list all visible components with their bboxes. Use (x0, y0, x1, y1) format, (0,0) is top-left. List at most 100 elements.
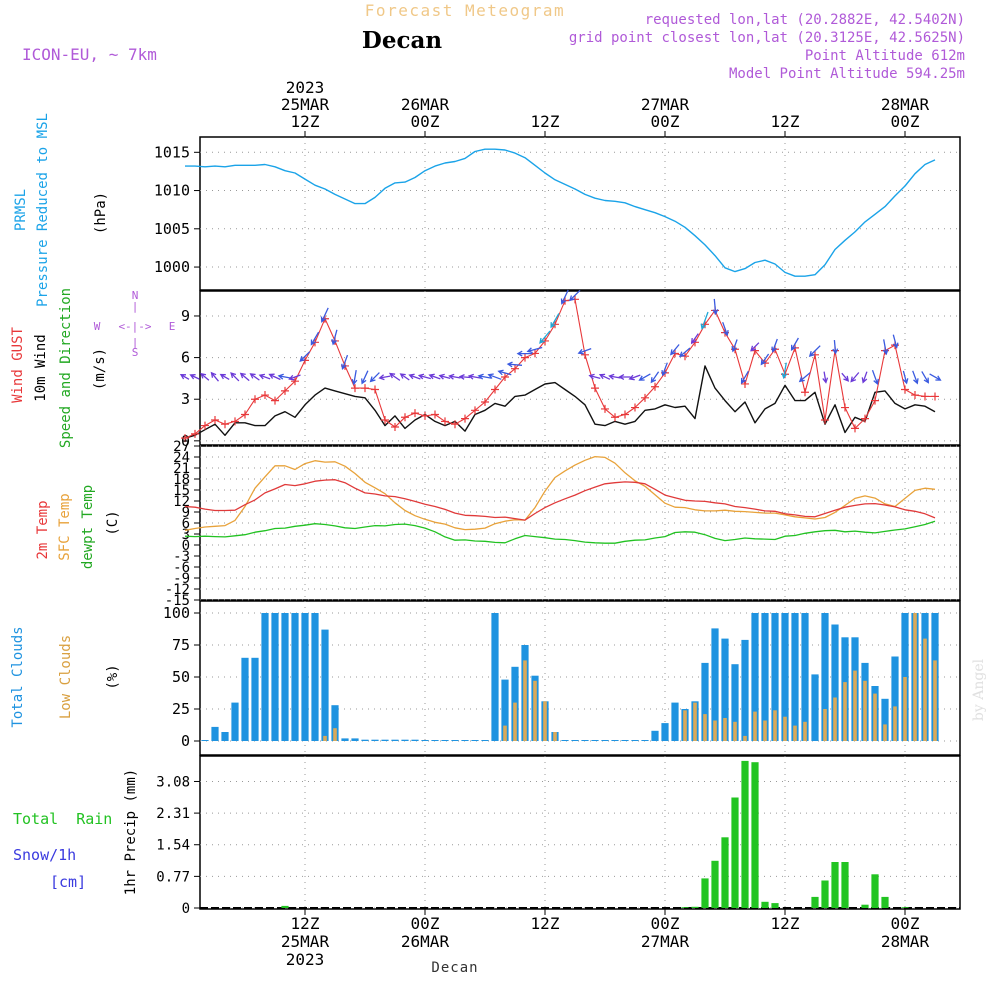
low-cloud-bar (533, 680, 537, 741)
wind-direction-arrow (850, 372, 860, 383)
wind-direction-arrow (670, 344, 680, 356)
low-cloud-bar (753, 711, 757, 741)
rain-bar (701, 878, 709, 908)
gust-marker (591, 384, 599, 393)
gust-marker (921, 392, 929, 401)
precip-unit: 1hr Precip (mm) (123, 769, 139, 895)
temp-ytick-label: 24 (173, 450, 190, 466)
gust-marker (211, 416, 219, 425)
total-cloud-bar (251, 657, 259, 741)
temp-2m-line (184, 479, 936, 521)
clouds-label-low: Low Clouds (58, 635, 74, 719)
total-cloud-bar (651, 730, 659, 741)
wind-direction-arrow (608, 373, 621, 380)
wind-unit: (m/s) (92, 348, 108, 390)
low-cloud-bar (873, 693, 877, 741)
gust-marker (911, 391, 919, 400)
wind-frame (199, 290, 961, 446)
wind-direction-arrow (661, 362, 668, 377)
wind-panel-labels: Wind GUST 10m Wind Speed and Direction (… (10, 288, 175, 448)
low-cloud-bar (693, 702, 697, 741)
gust-marker (641, 393, 649, 402)
wind-direction-arrow (892, 334, 899, 349)
low-cloud-bar (923, 638, 927, 741)
total-cloud-bar (671, 702, 679, 741)
wind-direction-arrow (516, 350, 533, 357)
gust-marker (621, 410, 629, 419)
pressure-ytick-label: 1000 (154, 258, 190, 276)
total-cloud-bar (291, 613, 299, 741)
gust-marker (481, 397, 489, 406)
total-cloud-bar (621, 740, 629, 741)
wind-direction-arrow (361, 370, 369, 385)
gust-marker (401, 413, 409, 422)
low-cloud-bar (793, 725, 797, 741)
footer-station: Decan (431, 960, 478, 976)
temp-ytick-label: 21 (173, 461, 190, 477)
gust-marker (231, 417, 239, 426)
low-cloud-bar (863, 680, 867, 741)
low-cloud-bar (683, 710, 687, 741)
wind-direction-arrow (929, 373, 942, 381)
wind-direction-arrow (239, 372, 250, 382)
total-cloud-bar (221, 732, 229, 741)
wind-direction-arrow (539, 330, 551, 344)
header-point-altitude: Point Altitude 612m (805, 48, 965, 64)
total-cloud-bar (601, 740, 609, 741)
gust-marker (851, 424, 859, 433)
bottom-time-label: 27MAR (641, 932, 690, 951)
low-cloud-bar (733, 721, 737, 741)
gust-marker (931, 392, 939, 401)
wind-direction-arrow (731, 339, 738, 353)
precip-label-rain: Total Rain (13, 810, 112, 828)
total-cloud-bar (411, 739, 419, 741)
gust-marker (651, 382, 659, 391)
gust-marker (411, 409, 419, 418)
wind-direction-arrow (399, 373, 410, 381)
wind-direction-arrow (230, 372, 240, 382)
precip-ytick-label: 3.08 (156, 774, 190, 790)
temp-label-2m: 2m Temp (35, 500, 51, 559)
pressure-label-msl: Pressure Reduced to MSL (35, 113, 51, 307)
watermark: by Angel (971, 658, 987, 721)
total-cloud-bar (331, 705, 339, 741)
precip-label-snow-unit: [cm] (50, 873, 86, 891)
total-cloud-bar (801, 613, 809, 741)
gust-marker (821, 416, 829, 425)
total-cloud-bar (491, 613, 499, 741)
wind-direction-arrow (408, 373, 421, 380)
wind-ytick-label: 3 (181, 390, 190, 408)
temp-ytick-label: 9 (182, 505, 190, 521)
wind-direction-arrow (628, 374, 641, 381)
total-cloud-bar (561, 740, 569, 741)
header-model: ICON-EU, ~ 7km (22, 45, 157, 64)
gust-marker (431, 410, 439, 419)
clouds-ytick-label: 100 (163, 604, 190, 622)
top-time-label: 28MAR (881, 95, 930, 114)
rain-bar (681, 907, 689, 908)
wind-direction-arrow (822, 371, 829, 384)
wind10m-line (184, 365, 936, 439)
low-cloud-bar (883, 724, 887, 741)
low-cloud-bar (333, 728, 337, 741)
gust-marker (201, 421, 209, 430)
wind-ytick-label: 9 (181, 307, 190, 325)
low-cloud-bar (743, 735, 747, 741)
pressure-frame (199, 136, 961, 291)
wind-direction-arrow (598, 373, 611, 380)
temp-dewpoint-line (184, 520, 936, 544)
rain-bar (841, 862, 849, 908)
top-time-label: 26MAR (401, 95, 450, 114)
total-cloud-bar (201, 740, 209, 741)
total-cloud-bar (661, 723, 669, 741)
precip-ytick-label: 1.54 (156, 838, 190, 854)
total-cloud-bar (881, 698, 889, 741)
rain-bar (871, 874, 879, 908)
rain-bar (771, 903, 779, 908)
total-cloud-bar (741, 639, 749, 741)
total-cloud-bar (791, 613, 799, 741)
wind-direction-arrow (458, 374, 471, 380)
